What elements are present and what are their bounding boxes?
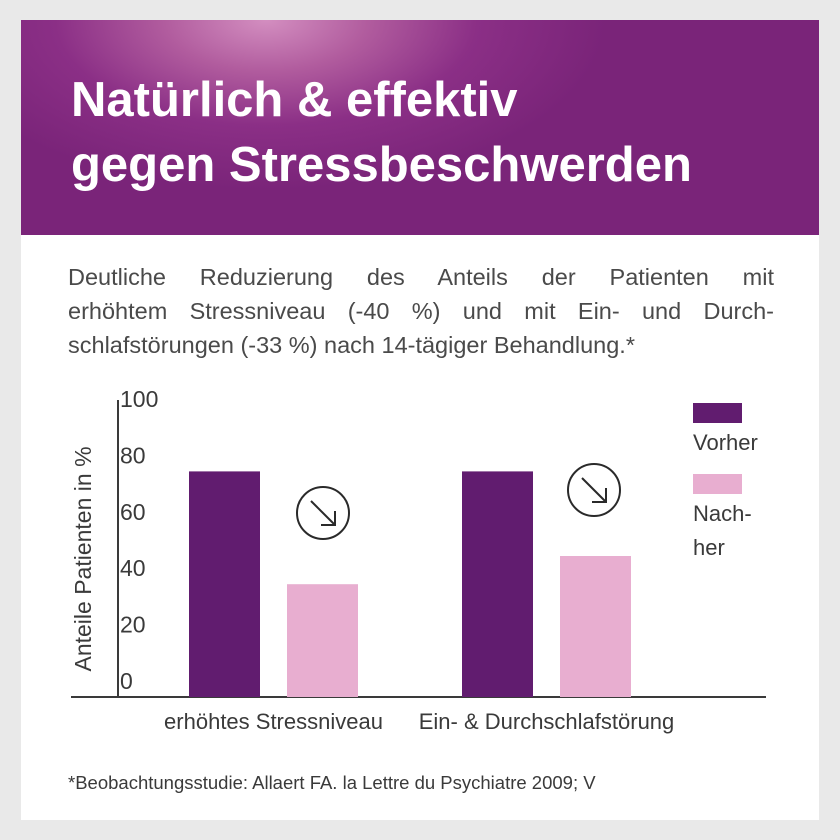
legend-label-nachher-line1: Nach- — [693, 501, 752, 526]
arrow-down-right-circle-icon — [567, 463, 621, 517]
bar-nachher-2 — [560, 556, 631, 697]
x-category-label: erhöhtes Stressniveau — [164, 709, 383, 734]
lead-line-3: schlafstörungen (-33 %) nach 14-tägiger … — [68, 332, 635, 358]
legend-label-vorher: Vorher — [693, 430, 758, 455]
bars-group — [189, 471, 631, 697]
legend-swatch-vorher — [693, 403, 742, 423]
legend-label-nachher-line2: her — [693, 535, 725, 560]
legend-swatch-nachher — [693, 474, 742, 494]
y-tick-label: 100 — [120, 386, 158, 412]
title-line-2: gegen Stressbeschwerden — [71, 138, 692, 192]
bar-chart: Anteile Patienten in % 100 80 60 40 20 0 erhö… — [70, 386, 766, 734]
card: Natürlich & effektiv gegen Stressbeschwe… — [21, 20, 819, 820]
header-banner: Natürlich & effektiv gegen Stressbeschwe… — [21, 20, 819, 235]
bar-vorher-1 — [189, 471, 260, 697]
lead-line-2: erhöhtem Stressniveau (-40 %) und mit Ei… — [68, 298, 774, 324]
y-axis-label: Anteile Patienten in % — [70, 446, 96, 671]
y-tick-label: 0 — [120, 668, 133, 694]
bar-nachher-1 — [287, 584, 358, 697]
bar-vorher-2 — [462, 471, 533, 697]
y-tick-label: 20 — [120, 612, 146, 638]
y-tick-label: 80 — [120, 442, 146, 468]
title-line-1: Natürlich & effektiv — [71, 73, 518, 127]
x-category-label: Ein- & Durchschlafstörung — [419, 709, 675, 734]
legend: Vorher Nach- her — [693, 403, 758, 560]
page-title: Natürlich & effektiv gegen Stressbeschwe… — [71, 68, 791, 198]
y-tick-label: 40 — [120, 555, 146, 581]
footnote: *Beobachtungsstudie: Allaert FA. la Lett… — [68, 772, 596, 793]
y-tick-label: 60 — [120, 499, 146, 525]
lead-line-1: Deutliche Reduzierung des Anteils der Pa… — [68, 264, 774, 290]
x-axis-labels: erhöhtes Stressniveau Ein- & Durchschlafs… — [164, 709, 674, 734]
arrow-down-right-circle-icon — [296, 486, 350, 540]
y-axis-ticks: 100 80 60 40 20 0 — [120, 386, 158, 694]
lead-text: Deutliche Reduzierung des Anteils der Pa… — [68, 260, 774, 362]
